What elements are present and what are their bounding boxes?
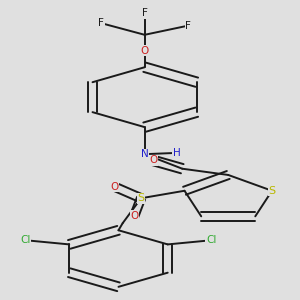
Text: N: N	[141, 149, 148, 159]
Text: F: F	[142, 8, 148, 18]
Text: O: O	[130, 211, 139, 221]
Text: Cl: Cl	[21, 235, 31, 245]
Text: S: S	[137, 193, 145, 203]
Text: F: F	[98, 18, 104, 28]
Text: Cl: Cl	[206, 235, 216, 245]
Text: O: O	[110, 182, 118, 192]
Text: H: H	[172, 148, 180, 158]
Text: S: S	[268, 186, 275, 196]
Text: O: O	[140, 46, 149, 56]
Text: O: O	[149, 155, 157, 165]
Text: F: F	[185, 21, 191, 31]
